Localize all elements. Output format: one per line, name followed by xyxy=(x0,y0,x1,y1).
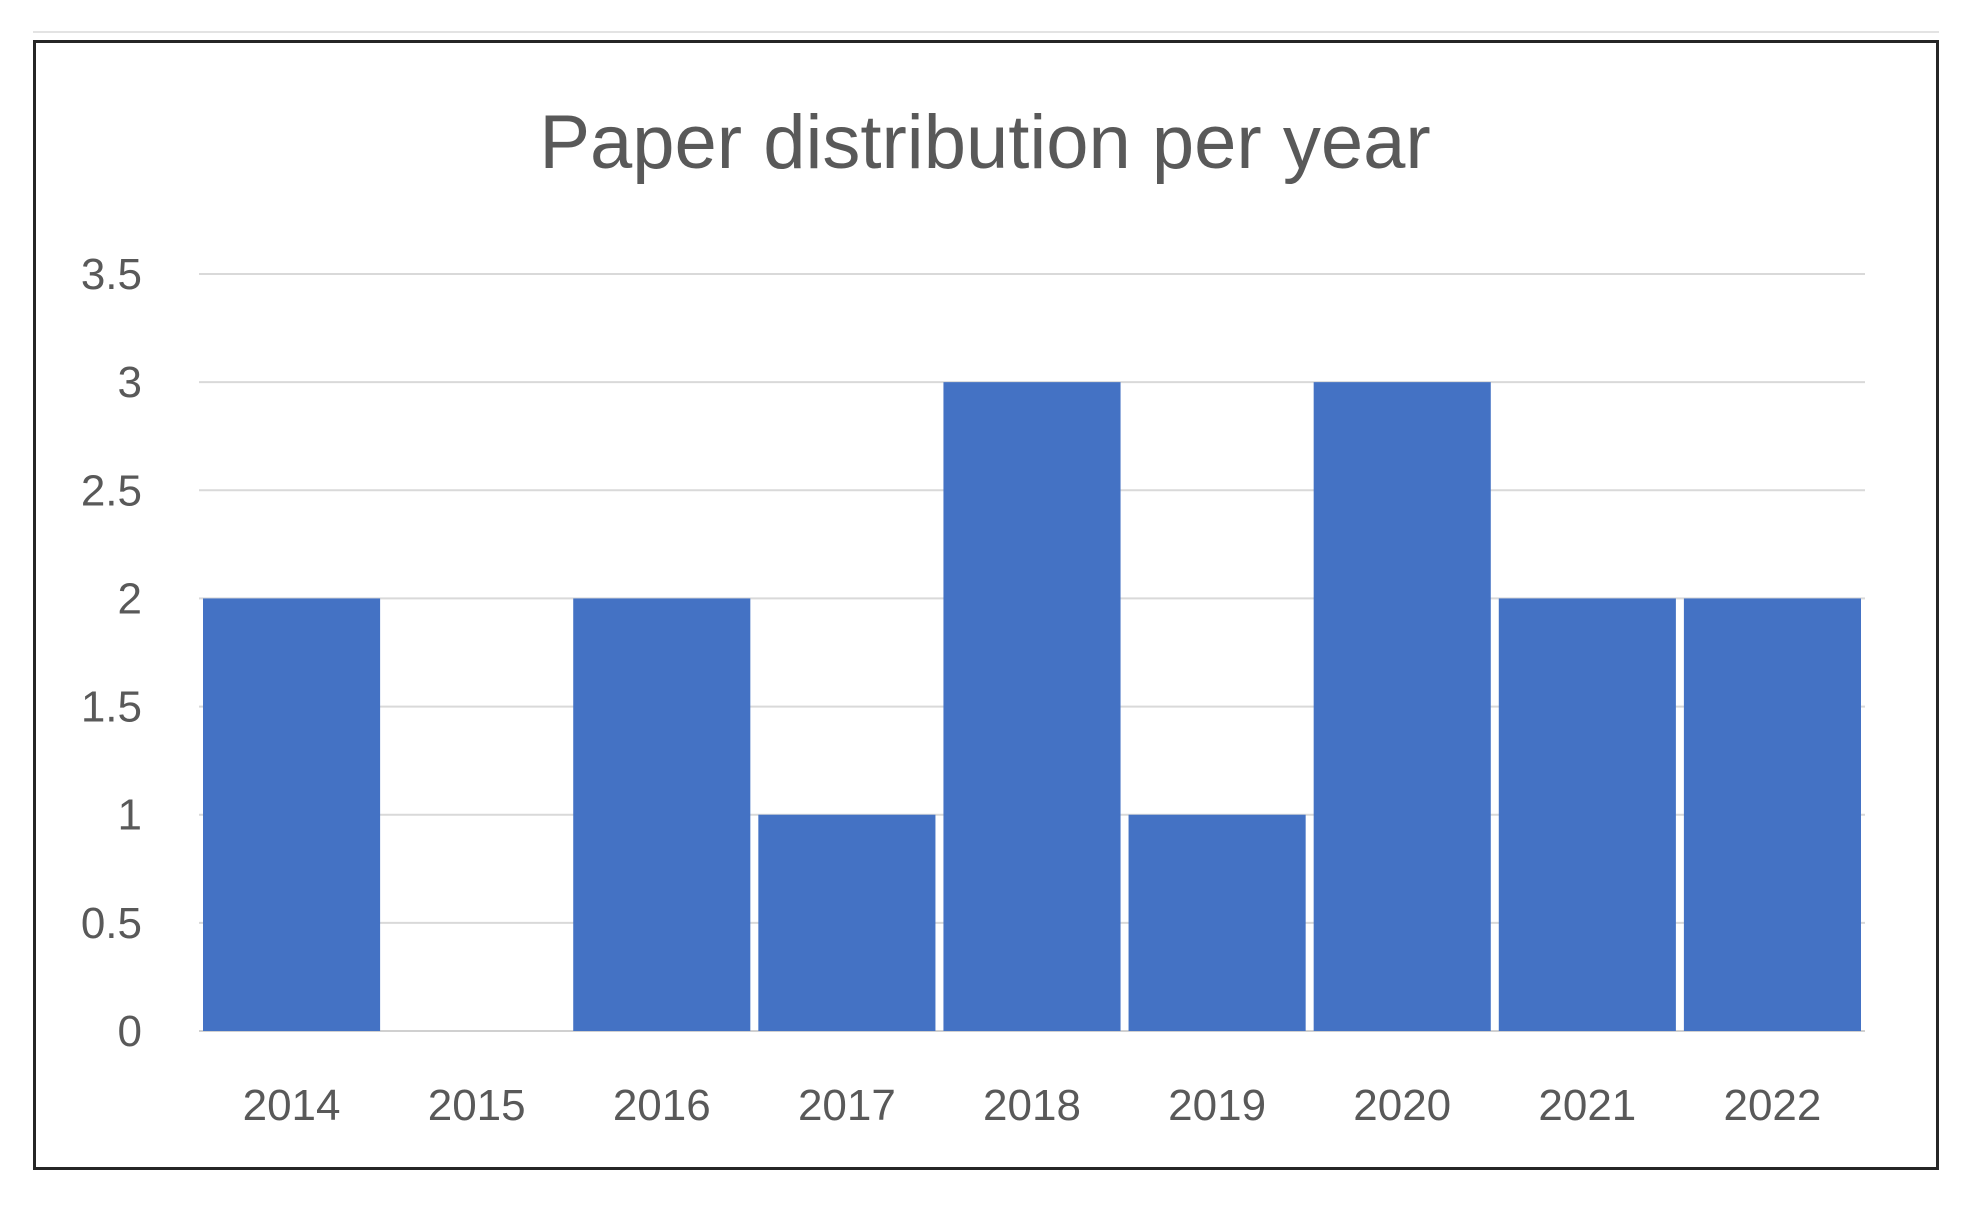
chart-title: Paper distribution per year xyxy=(539,100,1430,185)
x-tick-label-2020: 2020 xyxy=(1353,1081,1451,1130)
x-axis-tick-labels: 2014 2015 2016 2017 2018 2019 2020 2021 2022 xyxy=(243,1081,1822,1130)
y-axis-tick-labels: 0 0.5 1 1.5 2 2.5 3 3.5 xyxy=(81,250,142,1056)
bar-2019 xyxy=(1128,814,1306,1031)
y-tick-label: 0.5 xyxy=(81,899,142,948)
x-tick-label-2016: 2016 xyxy=(613,1081,711,1130)
y-tick-label: 2 xyxy=(118,574,142,623)
x-tick-label-2015: 2015 xyxy=(428,1081,526,1130)
y-tick-label: 3.5 xyxy=(81,250,142,299)
top-rule xyxy=(33,31,1939,33)
bars xyxy=(203,382,1861,1032)
y-tick-label: 1 xyxy=(118,791,142,840)
y-tick-label: 2.5 xyxy=(81,466,142,515)
bar-2016 xyxy=(573,598,751,1031)
y-tick-label: 0 xyxy=(118,1007,142,1056)
bar-2021 xyxy=(1498,598,1676,1031)
bar-2022 xyxy=(1683,598,1861,1031)
x-tick-label-2022: 2022 xyxy=(1723,1081,1821,1130)
bar-2017 xyxy=(758,814,936,1031)
x-tick-label-2018: 2018 xyxy=(983,1081,1081,1130)
bar-2018 xyxy=(943,382,1121,1032)
bar-2020 xyxy=(1313,382,1491,1032)
x-tick-label-2014: 2014 xyxy=(243,1081,341,1130)
x-tick-label-2019: 2019 xyxy=(1168,1081,1266,1130)
x-tick-label-2017: 2017 xyxy=(798,1081,896,1130)
x-tick-label-2021: 2021 xyxy=(1538,1081,1636,1130)
bar-2014 xyxy=(203,598,381,1031)
y-tick-label: 3 xyxy=(118,358,142,407)
y-tick-label: 1.5 xyxy=(81,683,142,732)
